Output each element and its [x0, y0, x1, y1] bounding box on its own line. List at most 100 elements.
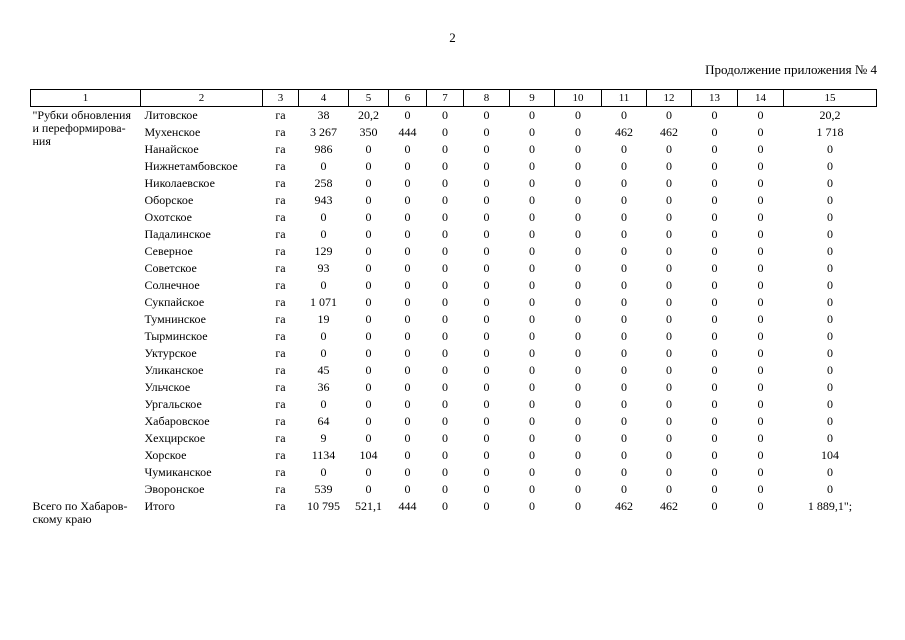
value-cell: 0: [529, 125, 535, 139]
value-cell: 0: [827, 142, 833, 156]
value-cell: 0: [621, 312, 627, 326]
value-cell: 0: [666, 448, 672, 462]
value-cell: 0: [827, 244, 833, 258]
value-cell: 0: [621, 295, 627, 309]
total-name: Итого: [144, 499, 175, 513]
value-cell: 462: [660, 499, 678, 513]
value-cell: 0: [666, 346, 672, 360]
value-cell: 0: [666, 397, 672, 411]
value-cell: 444: [398, 499, 417, 513]
value-cell: 0: [483, 244, 490, 258]
value-cell: 0: [442, 210, 448, 224]
unit-label: га: [275, 380, 286, 394]
value-cell: 0: [711, 482, 718, 496]
value-cell: 0: [621, 227, 627, 241]
value-cell: 0: [404, 210, 411, 224]
value-cell: 0: [666, 278, 672, 292]
value-cell: 0: [320, 346, 327, 360]
table-row: Николаевское га 258 0 0 0 0 0 0 0 0 0 0 0: [31, 175, 877, 192]
value-cell: 0: [757, 380, 764, 394]
value-cell: 104: [821, 448, 839, 462]
value-cell: 0: [483, 295, 490, 309]
value-cell: 0: [442, 380, 448, 394]
value-cell: 0: [483, 431, 490, 445]
value-cell: 20,2: [819, 108, 841, 122]
value-cell: 0: [757, 295, 764, 309]
unit-label: га: [275, 125, 286, 139]
value-cell: 0: [365, 142, 372, 156]
value-cell: 0: [711, 431, 718, 445]
value-cell: 0: [666, 244, 672, 258]
value-cell: 0: [666, 431, 672, 445]
table-row: Оборское га 943 0 0 0 0 0 0 0 0 0 0 0: [31, 192, 877, 209]
value-cell: 0: [529, 499, 535, 513]
value-cell: 0: [365, 482, 372, 496]
value-cell: 0: [442, 125, 448, 139]
district-name: Нанайское: [144, 142, 199, 156]
value-cell: 10 795: [307, 499, 340, 513]
district-name: Нижнетамбовское: [144, 159, 238, 173]
value-cell: 0: [529, 346, 535, 360]
value-cell: 0: [621, 380, 627, 394]
value-cell: 0: [666, 380, 672, 394]
value-cell: 0: [404, 465, 411, 479]
page-number: 2: [449, 30, 456, 45]
value-cell: 0: [757, 244, 764, 258]
value-cell: 0: [442, 295, 448, 309]
value-cell: 0: [442, 482, 448, 496]
data-table: 1 2 3 4 5 6 7 8 9 10 11 12 13 14 15 "Рубки обновления …: [30, 89, 877, 526]
value-cell: 0: [666, 108, 672, 122]
value-cell: 0: [442, 193, 448, 207]
value-cell: 0: [621, 363, 627, 377]
unit-label: га: [275, 295, 286, 309]
value-cell: 0: [365, 159, 372, 173]
value-cell: 0: [711, 380, 718, 394]
value-cell: 0: [711, 278, 718, 292]
value-cell: 0: [442, 414, 448, 428]
value-cell: 0: [827, 261, 833, 275]
district-name: Солнечное: [144, 278, 200, 292]
value-cell: 0: [483, 448, 490, 462]
column-header: 7: [426, 89, 464, 107]
value-cell: 0: [404, 176, 411, 190]
table-header-row: 1 2 3 4 5 6 7 8 9 10 11 12 13 14 15: [30, 89, 877, 107]
value-cell: 0: [757, 108, 764, 122]
value-cell: 0: [827, 363, 833, 377]
table-row: Ургальское га 0 0 0 0 0 0 0 0 0 0 0 0: [31, 396, 877, 413]
value-cell: 0: [666, 312, 672, 326]
value-cell: 0: [711, 227, 718, 241]
table-row: Нижнетамбовское га 0 0 0 0 0 0 0 0 0 0 0 0: [31, 158, 877, 175]
table-row: Тырминское га 0 0 0 0 0 0 0 0 0 0 0 0: [31, 328, 877, 345]
value-cell: 0: [757, 176, 764, 190]
value-cell: 0: [404, 108, 411, 122]
table-row: Уктурское га 0 0 0 0 0 0 0 0 0 0 0 0: [31, 345, 877, 362]
value-cell: 0: [621, 465, 627, 479]
value-cell: 0: [666, 227, 672, 241]
unit-label: га: [275, 176, 286, 190]
value-cell: 0: [711, 329, 718, 343]
table-row: Падалинское га 0 0 0 0 0 0 0 0 0 0 0 0: [31, 226, 877, 243]
value-cell: 0: [757, 210, 764, 224]
value-cell: 0: [442, 159, 448, 173]
value-cell: 3 267: [310, 125, 337, 139]
value-cell: 0: [621, 414, 627, 428]
value-cell: 0: [404, 380, 411, 394]
value-cell: 0: [320, 465, 327, 479]
value-cell: 0: [827, 210, 833, 224]
value-cell: 0: [757, 159, 764, 173]
value-cell: 0: [483, 159, 490, 173]
value-cell: 0: [757, 227, 764, 241]
value-cell: 0: [621, 278, 627, 292]
value-cell: 0: [575, 448, 581, 462]
value-cell: 0: [404, 159, 411, 173]
value-cell: 0: [757, 448, 764, 462]
value-cell: 0: [575, 244, 581, 258]
value-cell: 0: [320, 397, 327, 411]
table-row: Северное га 129 0 0 0 0 0 0 0 0 0 0 0: [31, 243, 877, 260]
value-cell: 0: [442, 397, 448, 411]
value-cell: 0: [575, 159, 581, 173]
district-name: Хехцирское: [144, 431, 206, 445]
table-row: Эворонское га 539 0 0 0 0 0 0 0 0 0 0 0: [31, 481, 877, 498]
value-cell: 0: [365, 465, 372, 479]
value-cell: 0: [442, 176, 448, 190]
